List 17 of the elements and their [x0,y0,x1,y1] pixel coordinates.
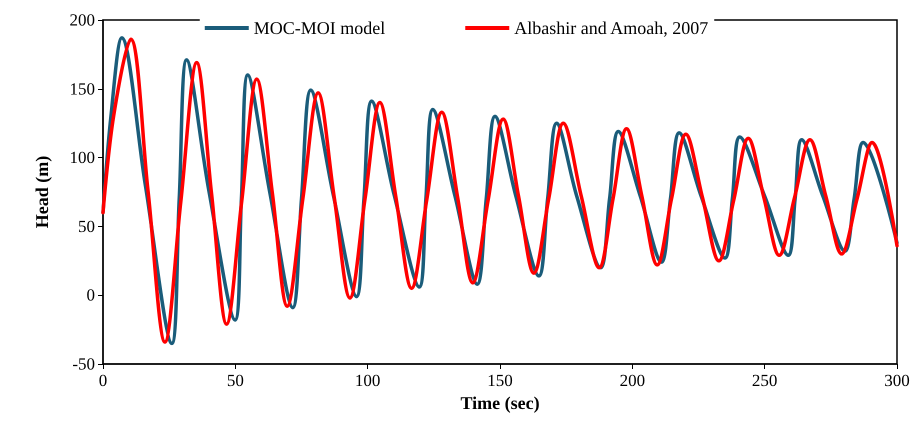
y-tick-label: 100 [70,148,95,168]
x-axis-title: Time (sec) [460,393,540,413]
y-tick-label: 150 [70,79,95,98]
y-tick-label: 0 [86,286,95,305]
x-tick-label: 300 [884,371,910,390]
y-tick-label: 50 [78,216,95,236]
x-tick-label: 100 [354,371,380,390]
legend-label: Albashir and Amoah, 2007 [514,18,708,38]
y-tick-label: -50 [72,354,95,374]
x-tick-label: 50 [226,371,244,390]
y-axis-title: Head (m) [32,156,52,228]
x-tick-label: 0 [98,371,108,390]
legend-label: MOC-MOI model [254,18,386,38]
x-tick-label: 200 [620,371,646,390]
y-tick-label: 200 [70,10,95,30]
x-tick-label: 250 [752,371,778,390]
x-tick-label: 150 [487,371,513,390]
